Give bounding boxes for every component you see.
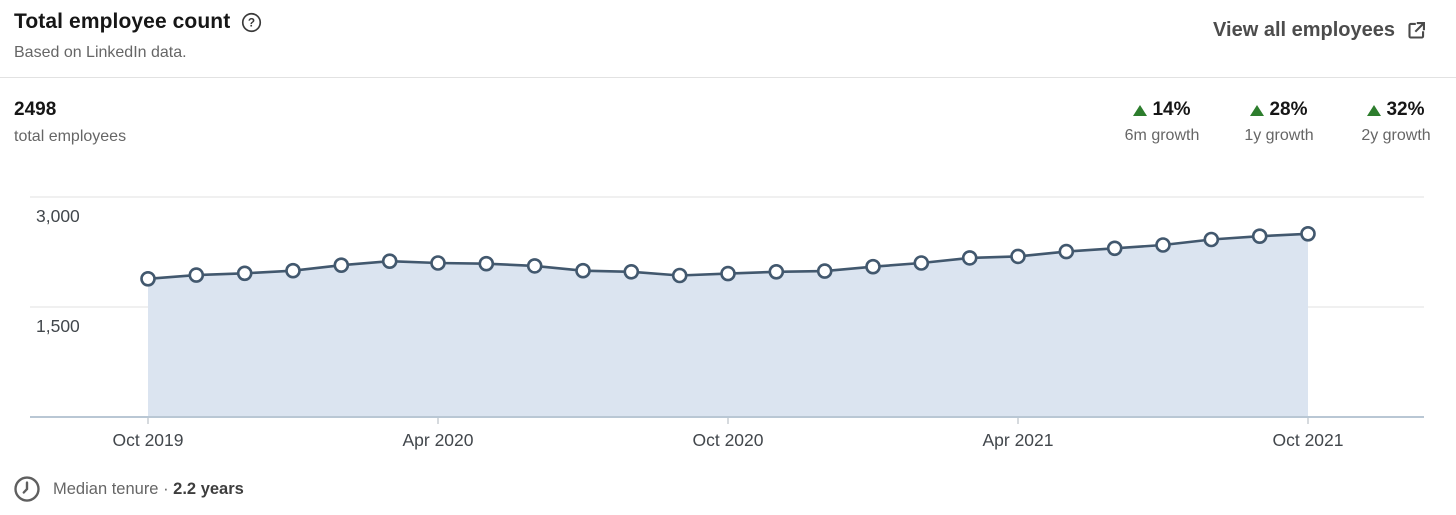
data-point[interactable] bbox=[188, 267, 205, 283]
x-axis-label: Oct 2020 bbox=[692, 430, 763, 450]
total-count-value: 2498 bbox=[14, 99, 57, 120]
median-tenure-label: Median tenure · bbox=[53, 479, 169, 498]
view-all-label: View all employees bbox=[1213, 19, 1395, 41]
x-axis-label: Apr 2021 bbox=[982, 430, 1053, 450]
data-point[interactable] bbox=[285, 262, 301, 279]
data-point[interactable] bbox=[1106, 240, 1123, 257]
stats-row: 2498 total employees 14% 6m growth 28% 1… bbox=[14, 99, 1440, 146]
median-tenure-text: Median tenure · 2.2 years bbox=[53, 480, 244, 499]
y-axis-label: 1,500 bbox=[36, 316, 80, 336]
chart-area: 3,000 1,500 Oct 2019 Apr 2020 Oct 2020 Apr 20… bbox=[0, 188, 1456, 460]
data-point[interactable] bbox=[961, 250, 978, 266]
clock-icon bbox=[12, 474, 42, 504]
growth-percent-row: 28% bbox=[1235, 99, 1323, 121]
median-tenure-row: Median tenure · 2.2 years bbox=[12, 474, 244, 504]
x-axis-label: Oct 2021 bbox=[1272, 430, 1343, 450]
data-point[interactable] bbox=[478, 255, 495, 272]
data-point[interactable] bbox=[381, 253, 398, 269]
data-point[interactable] bbox=[623, 264, 640, 280]
growth-stat-2y: 32% 2y growth bbox=[1352, 99, 1440, 145]
y-axis-label: 3,000 bbox=[36, 206, 80, 226]
data-point[interactable] bbox=[1010, 248, 1026, 265]
data-point[interactable] bbox=[671, 267, 688, 284]
svg-text:?: ? bbox=[248, 15, 255, 29]
data-point[interactable] bbox=[140, 271, 156, 287]
growth-percent-row: 14% bbox=[1118, 99, 1206, 121]
data-point[interactable] bbox=[816, 263, 833, 279]
growth-label: 2y growth bbox=[1361, 127, 1431, 144]
data-point[interactable] bbox=[526, 258, 543, 274]
page-title: Total employee count bbox=[14, 10, 231, 33]
median-tenure-value: 2.2 years bbox=[173, 479, 244, 498]
data-point[interactable] bbox=[1058, 243, 1075, 260]
growth-up-icon bbox=[1250, 104, 1265, 116]
growth-stat-6m: 14% 6m growth bbox=[1118, 99, 1206, 145]
data-point[interactable] bbox=[1203, 231, 1220, 248]
growth-label: 1y growth bbox=[1244, 127, 1314, 144]
total-count-block: 2498 total employees bbox=[14, 99, 126, 146]
growth-stat-1y: 28% 1y growth bbox=[1235, 99, 1323, 145]
data-point[interactable] bbox=[865, 258, 881, 275]
data-point[interactable] bbox=[913, 255, 930, 271]
area-fill bbox=[148, 233, 1308, 417]
header-left: Total employee count ? Based on LinkedIn… bbox=[14, 10, 262, 62]
x-axis-label: Oct 2019 bbox=[112, 430, 183, 450]
growth-up-icon bbox=[1133, 104, 1148, 116]
data-point[interactable] bbox=[1251, 228, 1268, 245]
growth-stats: 14% 6m growth 28% 1y growth 32% 2y growt… bbox=[1118, 99, 1440, 145]
data-point[interactable] bbox=[1300, 225, 1316, 242]
growth-label: 6m growth bbox=[1124, 127, 1200, 144]
employee-count-chart: 3,000 1,500 Oct 2019 Apr 2020 Oct 2020 Apr 20… bbox=[30, 196, 1424, 450]
data-point[interactable] bbox=[720, 265, 736, 282]
data-point[interactable] bbox=[575, 262, 591, 279]
x-axis-label: Apr 2020 bbox=[402, 430, 473, 450]
title-row: Total employee count ? bbox=[14, 10, 262, 34]
growth-percent-row: 32% bbox=[1352, 99, 1440, 121]
data-point[interactable] bbox=[1155, 237, 1171, 253]
growth-percent: 28% bbox=[1269, 99, 1308, 120]
growth-percent: 14% bbox=[1152, 99, 1191, 120]
subtitle: Based on LinkedIn data. bbox=[14, 44, 187, 61]
data-point[interactable] bbox=[236, 265, 253, 282]
growth-percent: 32% bbox=[1386, 99, 1425, 120]
card-header: Total employee count ? Based on LinkedIn… bbox=[0, 0, 1456, 78]
total-count-label: total employees bbox=[14, 128, 127, 145]
external-link-icon bbox=[1406, 20, 1427, 41]
help-icon[interactable]: ? bbox=[241, 12, 262, 33]
view-all-employees-link[interactable]: View all employees bbox=[1213, 19, 1427, 42]
data-point[interactable] bbox=[333, 257, 350, 273]
growth-up-icon bbox=[1367, 104, 1382, 116]
data-point[interactable] bbox=[768, 264, 785, 280]
data-point[interactable] bbox=[430, 255, 446, 271]
